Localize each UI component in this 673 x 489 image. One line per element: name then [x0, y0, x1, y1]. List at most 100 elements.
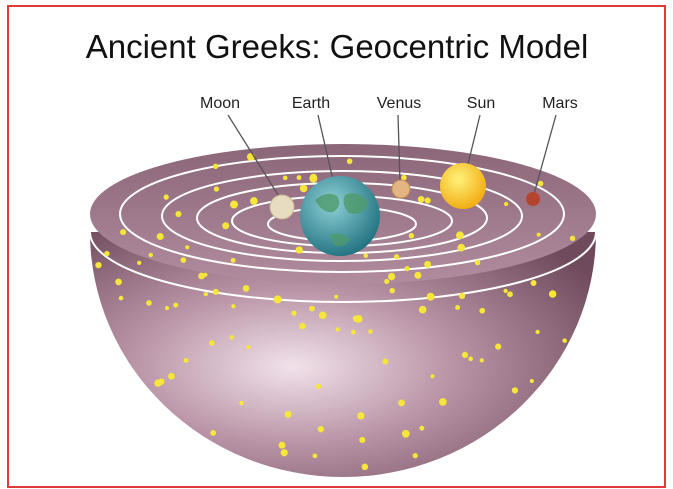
star	[425, 197, 431, 203]
star	[204, 292, 208, 296]
star	[213, 289, 219, 295]
star	[537, 233, 541, 237]
star	[214, 186, 219, 191]
star	[115, 279, 122, 286]
star	[119, 296, 124, 301]
star	[457, 244, 465, 252]
star	[535, 330, 539, 334]
star	[462, 352, 468, 358]
star	[318, 426, 324, 432]
star	[439, 398, 447, 406]
star	[334, 295, 338, 299]
star	[281, 449, 288, 456]
star	[388, 273, 395, 280]
star	[427, 293, 435, 301]
star	[291, 311, 296, 316]
star	[120, 229, 126, 235]
slide: Ancient Greeks: Geocentric Model Moon Ea…	[0, 0, 673, 489]
star	[296, 246, 303, 253]
star	[479, 308, 485, 314]
star	[239, 401, 244, 406]
star	[299, 323, 306, 330]
star	[413, 453, 418, 458]
star	[173, 303, 178, 308]
star	[480, 358, 484, 362]
star	[430, 374, 434, 378]
star	[158, 378, 164, 384]
star	[285, 411, 292, 418]
moon	[270, 195, 294, 219]
star	[146, 300, 152, 306]
star	[419, 306, 427, 314]
star	[389, 288, 395, 294]
star	[455, 305, 460, 310]
star	[309, 306, 315, 312]
star	[164, 194, 169, 199]
star	[530, 379, 534, 383]
star	[504, 202, 508, 206]
star	[168, 373, 175, 380]
star	[549, 290, 556, 297]
star	[104, 251, 109, 256]
star	[278, 442, 285, 449]
star	[362, 464, 369, 471]
star	[355, 315, 363, 323]
star	[562, 338, 567, 343]
star	[246, 345, 250, 349]
venus	[392, 180, 410, 198]
star	[368, 329, 372, 333]
mars-label: Mars	[542, 95, 578, 112]
star	[230, 335, 235, 340]
page: {"title": "Ancient Greeks: Geocentric Mo…	[0, 0, 673, 489]
star	[231, 304, 235, 308]
star	[180, 257, 186, 263]
star	[424, 261, 431, 268]
star	[418, 196, 425, 203]
star	[185, 245, 189, 249]
star	[250, 197, 258, 205]
star	[210, 430, 216, 436]
star	[300, 185, 308, 193]
star	[222, 222, 229, 229]
star	[456, 231, 464, 239]
star	[175, 211, 181, 217]
star	[283, 176, 288, 181]
star	[503, 289, 507, 293]
star	[351, 330, 356, 335]
star	[213, 164, 218, 169]
star	[203, 273, 207, 277]
star	[363, 253, 368, 258]
star	[570, 236, 575, 241]
star	[231, 258, 236, 263]
star	[402, 430, 410, 438]
sun	[440, 163, 486, 209]
star	[359, 437, 365, 443]
star	[347, 158, 353, 164]
star	[316, 384, 321, 389]
star	[382, 359, 388, 365]
star	[95, 262, 101, 268]
star	[414, 272, 421, 279]
star	[149, 253, 153, 257]
star	[297, 175, 302, 180]
star	[184, 358, 189, 363]
star	[394, 254, 399, 259]
venus-label: Venus	[377, 95, 421, 112]
star	[243, 285, 250, 292]
star	[137, 261, 141, 265]
star	[398, 399, 405, 406]
star	[404, 266, 409, 271]
star	[459, 293, 465, 299]
star	[512, 387, 518, 393]
star	[157, 233, 164, 240]
star	[384, 279, 389, 284]
moon-label: Moon	[200, 95, 240, 112]
star	[468, 357, 473, 362]
star	[209, 340, 215, 346]
star	[313, 453, 318, 458]
title: Ancient Greeks: Geocentric Model	[86, 28, 589, 65]
star	[531, 280, 537, 286]
earth-label: Earth	[292, 95, 330, 112]
star	[419, 426, 424, 431]
star	[357, 412, 364, 419]
